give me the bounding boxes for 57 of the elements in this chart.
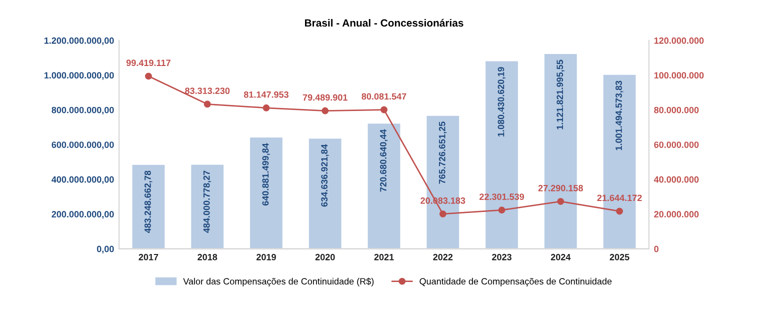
- data-label: 83.313.230: [185, 88, 230, 94]
- x-tick-label: 2022: [433, 254, 453, 260]
- data-label: 22.301.539: [479, 194, 524, 200]
- y-tick-label: 800.000.000,00: [52, 106, 114, 115]
- bar: [250, 138, 282, 249]
- bar: [191, 164, 224, 249]
- point: [557, 198, 564, 205]
- point: [322, 107, 329, 114]
- data-label: 79.489.901: [302, 94, 348, 101]
- y2-tick-label: 120.000.000: [654, 37, 704, 44]
- x-tick-label: 2019: [256, 254, 276, 260]
- x-tick-label: 2020: [315, 254, 335, 260]
- data-label: 720.680.640,44: [380, 129, 388, 192]
- point: [380, 106, 388, 114]
- data-label: 99.419.117: [126, 60, 170, 66]
- point: [262, 104, 270, 112]
- bar: [308, 138, 342, 249]
- y2-tick-label: 20.000.000: [654, 211, 699, 218]
- x-tick-label: 2023: [492, 254, 512, 260]
- x-tick-label: 2024: [550, 254, 571, 260]
- y2-tick-label: 0: [654, 246, 658, 252]
- data-label: 81.147.953: [244, 91, 289, 98]
- y2-tick-label: 80.000.000: [654, 106, 699, 114]
- data-label: 1.121.821.995,55: [556, 60, 564, 130]
- data-label: 1.001.494.573,83: [616, 80, 624, 150]
- legend-label: Valor das Compensações de Continuidade (R$): [183, 278, 374, 286]
- point: [439, 210, 446, 218]
- x-tick-label: 2021: [374, 254, 394, 260]
- point: [204, 100, 211, 108]
- x-tick-label: 2017: [138, 254, 158, 260]
- y-tick-label: 1.000.000.000,00: [44, 72, 114, 80]
- y-tick-label: 600.000.000,00: [52, 142, 114, 150]
- legend-label: Quantidade de Compensações de Continuidade: [420, 278, 612, 286]
- data-label: 634.636.921,84: [321, 144, 329, 207]
- y-tick-label: 1.200.000.000,00: [44, 37, 114, 46]
- data-label: 484.000.778,27: [203, 170, 212, 233]
- data-label: 21.644.172: [597, 194, 642, 202]
- data-label: 1.080.430.620,19: [498, 67, 506, 136]
- point: [498, 206, 506, 214]
- bar: [368, 124, 400, 249]
- data-label: 80.081.547: [362, 93, 406, 100]
- chart-title: Brasil - Anual - Concessionárias: [305, 18, 464, 27]
- data-label: 483.248.662,78: [144, 170, 152, 234]
- point: [145, 72, 152, 80]
- y2-tick-label: 100.000.000: [654, 72, 704, 79]
- y-tick-label: 200.000.000,00: [52, 211, 114, 219]
- data-label: 765.726.651,25: [438, 122, 447, 184]
- bar: [132, 164, 165, 249]
- x-tick-label: 2025: [610, 254, 630, 260]
- point: [616, 208, 623, 215]
- y-tick-label: 0,00: [96, 246, 114, 254]
- y-tick-label: 400.000.000,00: [52, 176, 114, 184]
- data-label: 27.290.158: [538, 184, 583, 192]
- x-tick-label: 2018: [198, 254, 218, 260]
- y2-tick-label: 60.000.000: [654, 142, 699, 148]
- y2-tick-label: 40.000.000: [654, 176, 699, 183]
- data-label: 640.881.499,84: [262, 143, 270, 206]
